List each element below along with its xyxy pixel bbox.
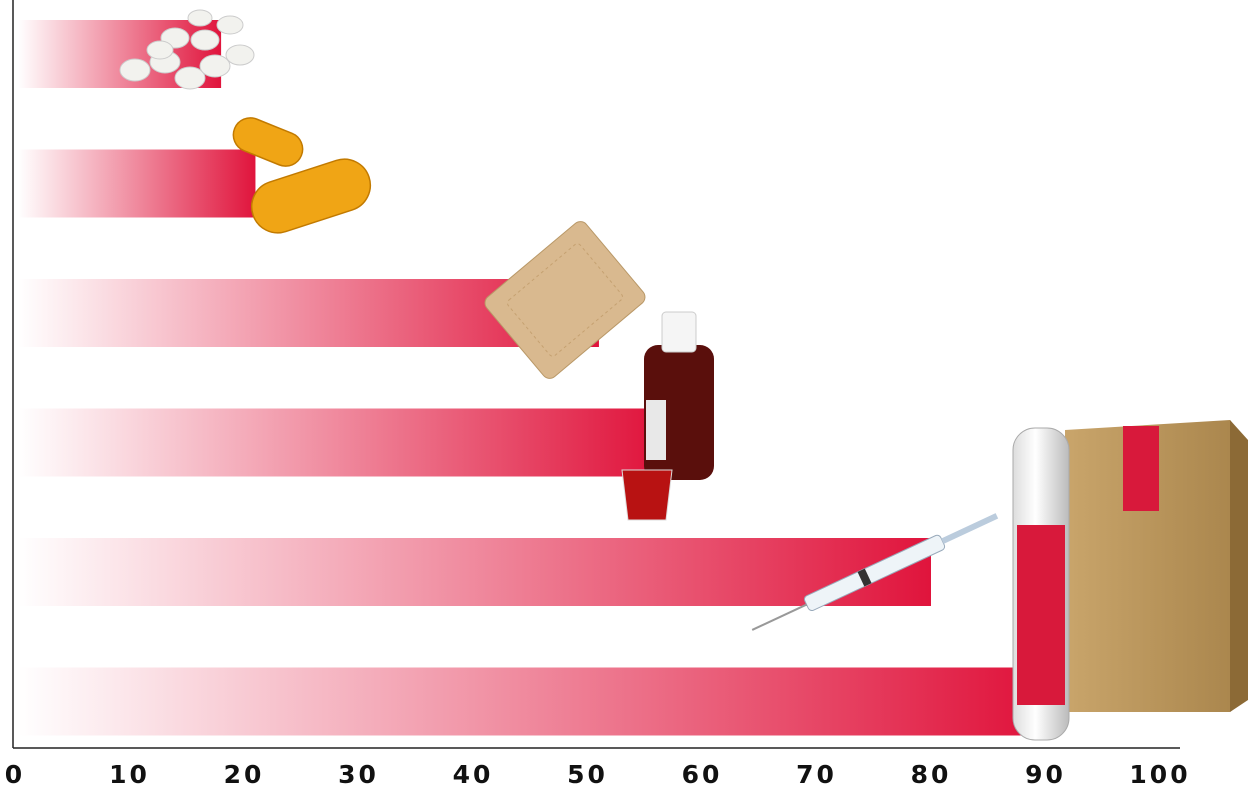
x-tick-label: 50 xyxy=(567,760,608,789)
x-tick-label: 10 xyxy=(109,760,150,789)
x-tick-label: 100 xyxy=(1129,760,1190,789)
bar xyxy=(18,149,256,218)
x-tick-label: 60 xyxy=(682,760,723,789)
x-tick-label: 90 xyxy=(1025,760,1066,789)
x-tick-label: 70 xyxy=(796,760,837,789)
x-tick-label: 20 xyxy=(224,760,265,789)
bar-layer xyxy=(18,20,1035,736)
decoration xyxy=(119,9,1248,741)
bar xyxy=(18,538,931,606)
x-tick-label: 0 xyxy=(5,760,25,789)
bar xyxy=(18,408,657,477)
x-tick-label: 30 xyxy=(338,760,379,789)
axis-layer: 0 10 20 30 40 50 60 70 80 90 100 xyxy=(5,0,1190,789)
x-tick-label: 80 xyxy=(911,760,952,789)
x-tick-label: 40 xyxy=(453,760,494,789)
bar xyxy=(18,667,1035,736)
